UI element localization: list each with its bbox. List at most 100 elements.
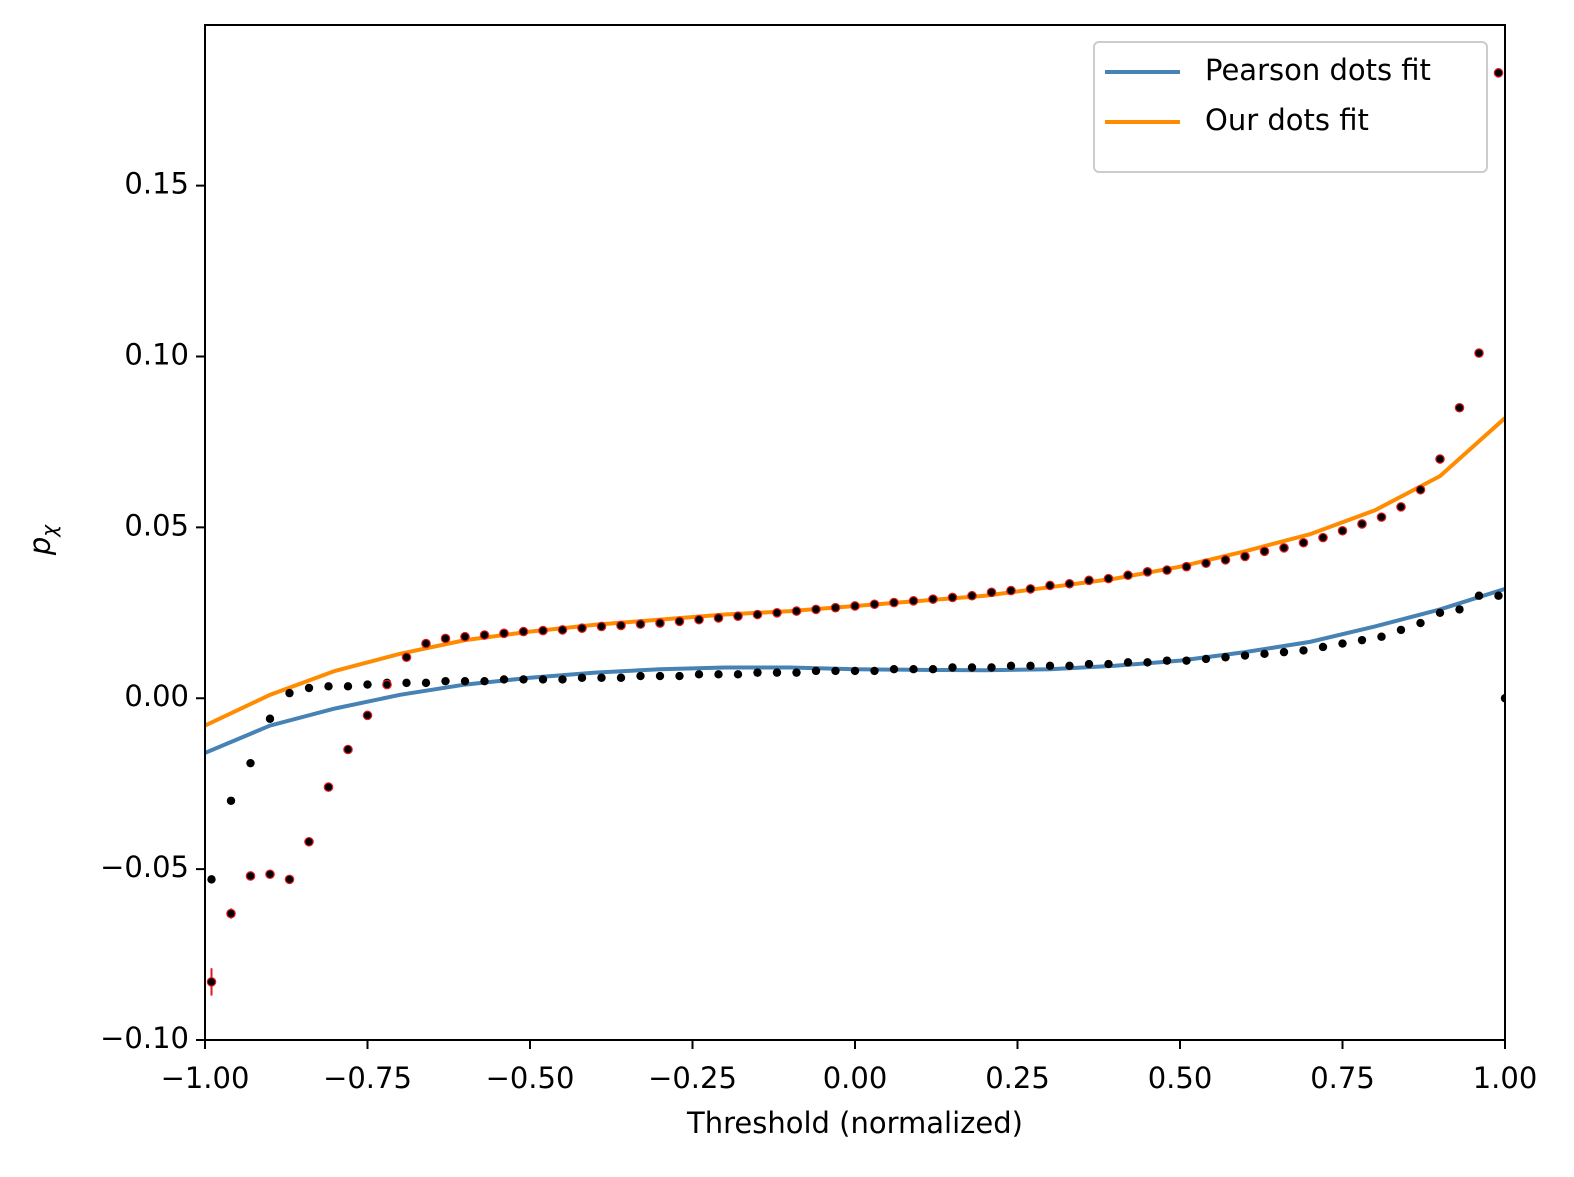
fit-line <box>205 416 1505 728</box>
data-dot <box>401 652 412 663</box>
data-dot <box>1201 654 1211 664</box>
data-dot <box>1500 694 1505 703</box>
x-tick-label: −0.75 <box>323 1061 412 1095</box>
legend: Pearson dots fit Our dots fit <box>1093 41 1488 173</box>
data-dot <box>207 875 216 884</box>
data-dot <box>1123 658 1133 667</box>
data-dot <box>1142 567 1153 577</box>
data-dot <box>713 613 724 623</box>
x-tick-label: −0.25 <box>648 1061 737 1095</box>
data-dot <box>792 668 801 677</box>
data-dot <box>1396 502 1406 512</box>
data-dot <box>1220 555 1231 565</box>
data-dot <box>206 977 217 987</box>
data-dot <box>909 665 918 674</box>
data-dot <box>850 666 860 676</box>
x-tick-label: 0.50 <box>1148 1061 1213 1095</box>
data-dot <box>597 673 606 682</box>
plot-area <box>205 68 1505 996</box>
data-dot <box>616 673 626 682</box>
data-dot <box>1045 661 1055 670</box>
data-dot <box>558 675 567 684</box>
data-dot <box>1376 512 1387 522</box>
data-dot <box>733 611 743 622</box>
data-dot <box>1201 558 1211 569</box>
data-dot <box>1162 656 1172 665</box>
y-tick-label: 0.15 <box>124 167 189 201</box>
data-dot <box>460 631 470 642</box>
data-dot <box>889 597 899 608</box>
data-dot <box>850 601 860 611</box>
data-dot <box>1337 525 1348 536</box>
data-dot <box>226 796 236 805</box>
y-tick-label: 0.10 <box>124 337 189 371</box>
data-dot <box>831 666 840 676</box>
data-dot <box>1357 519 1367 529</box>
data-dot <box>714 670 723 679</box>
legend-box <box>1093 41 1488 173</box>
data-dot <box>674 616 685 627</box>
data-dot <box>421 678 431 688</box>
data-dot <box>538 675 548 684</box>
x-tick-label: 1.00 <box>1473 1061 1538 1095</box>
data-dot <box>1181 561 1192 572</box>
data-dot <box>1045 580 1055 591</box>
data-dot <box>1298 537 1309 548</box>
data-dot <box>285 688 294 698</box>
data-dot <box>1338 639 1347 648</box>
data-dot <box>928 665 938 674</box>
y-tick-label: −0.05 <box>100 850 189 884</box>
data-dot <box>519 675 528 684</box>
data-dot <box>772 668 782 677</box>
data-dot <box>499 675 509 684</box>
data-dot <box>811 604 821 615</box>
data-dot <box>324 682 333 691</box>
data-dot <box>1084 575 1094 586</box>
data-dot <box>1415 484 1426 495</box>
data-dot <box>655 671 665 681</box>
data-dot <box>499 628 509 639</box>
data-dot <box>1104 659 1113 669</box>
y-label-subscript: χ <box>37 524 61 538</box>
data-dot <box>518 626 529 637</box>
data-dot <box>1026 661 1035 670</box>
data-dot <box>596 621 607 632</box>
data-dot <box>1454 402 1465 413</box>
data-dot <box>1162 565 1172 575</box>
data-dot <box>811 666 821 676</box>
data-dot <box>636 671 645 681</box>
data-dot <box>1064 578 1075 589</box>
data-dot <box>1279 543 1289 553</box>
data-dot <box>382 679 392 690</box>
data-dot <box>753 668 762 677</box>
data-dot <box>343 682 353 691</box>
data-dot <box>362 710 373 721</box>
data-dot <box>987 663 996 672</box>
data-dot <box>460 676 470 686</box>
data-dot <box>402 678 411 688</box>
data-dot <box>947 592 958 603</box>
x-tick-label: 0.00 <box>823 1061 888 1095</box>
data-dot <box>869 599 880 610</box>
data-dot <box>1260 649 1269 659</box>
x-tick-label: −1.00 <box>161 1061 250 1095</box>
data-dot <box>1084 659 1094 669</box>
x-axis-label: Threshold (normalized) <box>686 1106 1023 1140</box>
data-dot <box>791 606 802 616</box>
y-label-base: p <box>23 537 57 556</box>
data-dot <box>265 869 275 880</box>
data-dot <box>1025 584 1036 594</box>
legend-label: Our dots fit <box>1205 103 1369 137</box>
data-dot <box>343 744 353 755</box>
data-dot <box>986 587 997 598</box>
data-dot <box>870 666 879 676</box>
data-dot <box>1377 632 1386 641</box>
data-dot <box>1065 661 1074 670</box>
data-dot <box>830 602 841 613</box>
data-dot <box>441 676 450 686</box>
data-dot <box>1279 647 1289 657</box>
data-dot <box>538 625 548 636</box>
y-axis-label: pχ <box>23 524 61 556</box>
data-dot <box>967 590 977 601</box>
data-dot <box>1318 532 1328 543</box>
